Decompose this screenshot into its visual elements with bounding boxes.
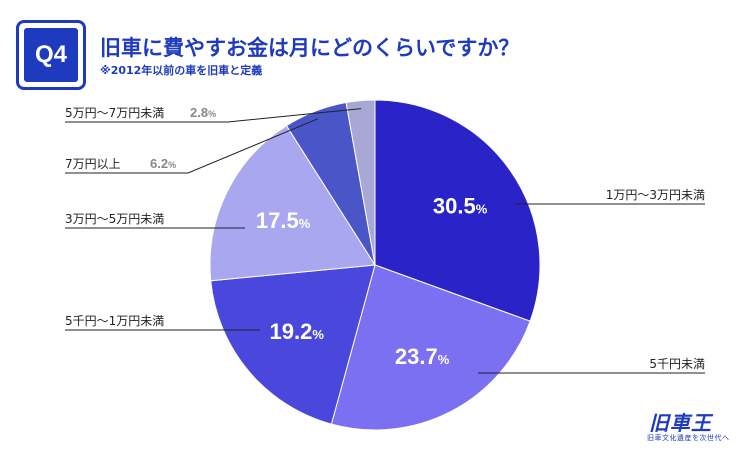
pie-slice: [374, 99, 541, 322]
pie-slice: [209, 125, 376, 282]
brand-logo-tagline: 旧車文化遺産を次世代へ: [647, 434, 730, 442]
pie-slice: [345, 99, 376, 266]
slice-label: 5万円～7万円未満: [65, 106, 164, 120]
leader-line: [65, 118, 319, 174]
slice-label: 5千円未満: [649, 357, 705, 371]
brand-logo: 旧車王 旧車文化遺産を次世代へ: [643, 407, 743, 443]
slice-value: 23.7%: [395, 344, 450, 369]
slice-label: 5千円～1万円未満: [65, 314, 164, 328]
question-number: Q4: [24, 28, 78, 82]
brand-logo-text: 旧車王: [649, 411, 712, 435]
question-badge: Q4: [16, 20, 86, 90]
slice-value: 30.5%: [433, 193, 488, 218]
leader-line: [65, 108, 362, 123]
slice-value: 6.2%: [150, 156, 176, 171]
slice-label: 7万円以上: [65, 157, 121, 171]
pie-slice: [210, 264, 376, 425]
slice-value: 2.8%: [190, 105, 216, 120]
chart-title: 旧車に費やすお金は月にどのくらいですか？: [100, 36, 520, 60]
pie-slice: [330, 264, 531, 431]
slice-label: 1万円～3万円未満: [606, 188, 705, 202]
slice-value: 19.2%: [270, 319, 325, 344]
slice-label: 3万円～5万円未満: [65, 212, 164, 226]
chart-subtitle: ※2012年以前の車を旧車と定義: [100, 64, 263, 77]
slice-value: 17.5%: [256, 208, 311, 233]
